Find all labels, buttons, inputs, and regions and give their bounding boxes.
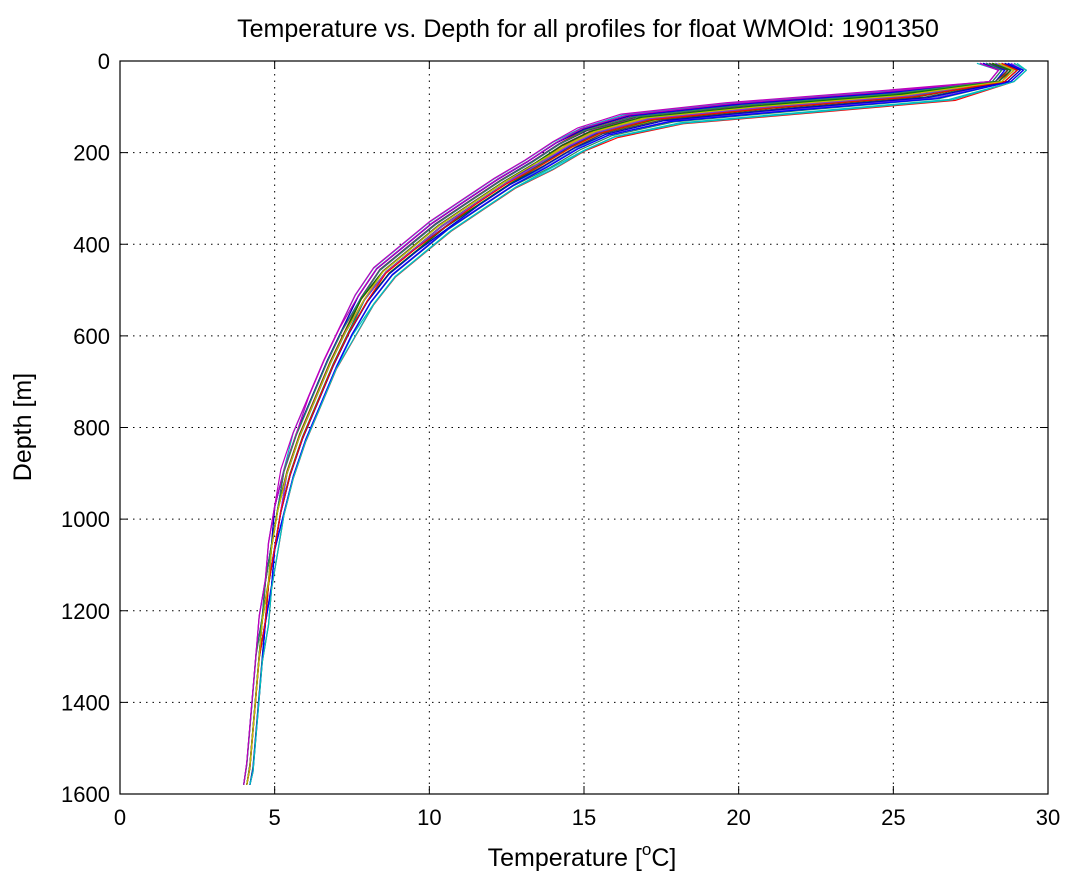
profile-line: [246, 62, 1018, 785]
x-tick-label: 25: [881, 805, 905, 830]
x-axis-title-suffix: C]: [651, 844, 676, 872]
profile-line: [243, 62, 1000, 785]
profile-line: [249, 62, 1027, 785]
profile-lines: [243, 62, 1027, 785]
x-tick-labels: 0 5 10 15 20 25 30: [114, 805, 1060, 830]
x-tick-label: 15: [572, 805, 596, 830]
y-tick-label: 1600: [61, 782, 110, 807]
y-tick-label: 1200: [61, 599, 110, 624]
x-axis-title: Temperature [oC]: [488, 840, 677, 872]
y-tick-label: 1000: [61, 507, 110, 532]
chart-title: Temperature vs. Depth for all profiles f…: [237, 15, 939, 43]
y-tick-labels: 0 200 400 600 800 1000 1200 1400 1600: [61, 49, 110, 807]
y-tick-label: 200: [73, 141, 110, 166]
y-tick-label: 1400: [61, 690, 110, 715]
x-tick-label: 5: [269, 805, 281, 830]
x-axis-title-prefix: Temperature [: [488, 844, 642, 872]
x-tick-label: 0: [114, 805, 126, 830]
y-tick-label: 600: [73, 324, 110, 349]
x-tick-label: 20: [726, 805, 750, 830]
x-axis-title-superscript: o: [642, 840, 651, 859]
x-tick-label: 30: [1036, 805, 1060, 830]
profile-line: [249, 62, 1024, 785]
x-tick-label: 10: [417, 805, 441, 830]
y-axis-title: Depth [m]: [9, 373, 37, 481]
profile-line: [246, 62, 1015, 785]
axes-background: [120, 61, 1048, 794]
y-tick-label: 800: [73, 416, 110, 441]
tick-marks: [119, 60, 1049, 795]
y-tick-label: 0: [98, 49, 110, 74]
y-tick-label: 400: [73, 232, 110, 257]
